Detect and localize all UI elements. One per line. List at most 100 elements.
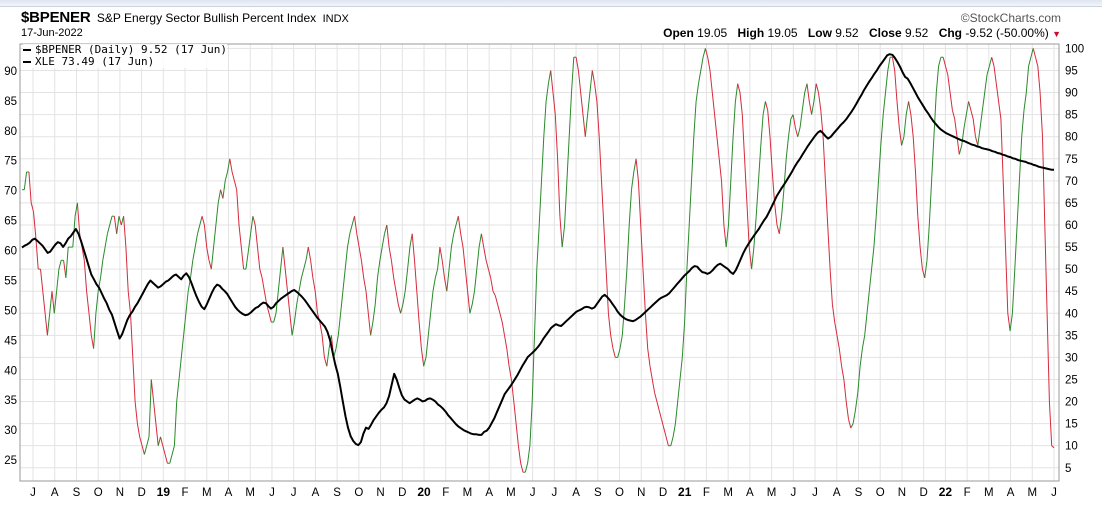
bpener-segment	[894, 70, 898, 102]
left-tick-label: 25	[4, 455, 17, 467]
bpener-segment	[492, 290, 496, 296]
bpener-segment	[815, 83, 819, 93]
bpener-segment	[1044, 224, 1048, 314]
bpener-segment	[487, 268, 492, 279]
bpener-segment	[665, 436, 669, 446]
left-tick-label: 85	[4, 96, 17, 108]
bpener-segment	[236, 189, 240, 226]
bpener-segment	[240, 247, 245, 270]
bpener-segment	[813, 83, 817, 102]
bpener-segment	[190, 260, 194, 278]
bpener-segment	[35, 238, 39, 270]
bpener-segment	[365, 291, 369, 314]
bpener-segment	[981, 92, 986, 111]
bpener-segment	[90, 335, 95, 349]
bpener-segment	[363, 277, 367, 292]
right-axis: 5 10 15 20 25 30 35 40 45 50 55 60 65 70 75 80 85 90 95 100	[1065, 43, 1084, 474]
bpener-segment	[252, 216, 256, 226]
bpener-segment	[499, 313, 503, 323]
x-tick-label: 22	[939, 485, 953, 499]
bpener-segment	[607, 313, 612, 336]
bpener-segment	[933, 92, 937, 137]
bpener-segment	[554, 114, 559, 159]
bpener-segment	[626, 224, 630, 270]
xle-series	[21, 53, 1055, 447]
x-tick-label: A	[572, 487, 580, 499]
right-tick-label: 10	[1065, 441, 1078, 453]
legend-label-xle: XLE 73.49 (17 Jun)	[35, 55, 155, 68]
bpener-segment	[379, 247, 383, 261]
bpener-segment	[291, 322, 295, 336]
bpener-segment	[861, 335, 866, 349]
legend-item-bpener: $BPENER (Daily) 9.52 (17 Jun)	[23, 44, 227, 56]
bpener-segment	[63, 260, 67, 278]
bpener-segment	[656, 401, 660, 411]
bpener-segment	[806, 83, 810, 102]
bpener-segment	[81, 247, 85, 261]
bpener-segment	[848, 419, 852, 429]
bpener-segment	[942, 57, 946, 67]
x-axis: J A S O N D 19 F M A M J J A S O N D 20 F M A M J J A S O N D 21 F M A M J J…	[30, 485, 1057, 499]
x-tick-label: O	[876, 487, 885, 499]
x-tick-label: D	[659, 487, 667, 499]
x-tick-label: J	[269, 487, 275, 499]
bpener-segment	[677, 379, 681, 402]
bpener-segment	[716, 136, 720, 159]
bpener-segment	[924, 260, 928, 278]
bpener-segment	[1005, 247, 1009, 314]
bpener-segment	[723, 224, 727, 248]
bpener-segment	[801, 92, 806, 111]
left-tick-label: 60	[4, 246, 17, 258]
left-tick-label: 35	[4, 395, 17, 407]
x-tick-label: F	[964, 487, 971, 499]
bpener-segment	[617, 348, 621, 358]
bpener-segment	[448, 247, 452, 270]
bpener-segment	[559, 216, 563, 248]
bpener-segment	[457, 216, 462, 234]
low-label: Low	[807, 26, 832, 40]
bpener-segment	[637, 180, 642, 226]
bpener-segment	[568, 92, 572, 137]
bpener-segment	[684, 269, 688, 323]
bpener-segment	[93, 313, 97, 349]
x-tick-label: N	[898, 487, 906, 499]
bpener-segment	[148, 379, 152, 437]
bpener-segment	[785, 136, 789, 159]
bpener-segment	[797, 127, 801, 137]
bpener-segment	[432, 277, 436, 292]
bpener-segment	[594, 83, 598, 102]
bpener-segment	[213, 224, 217, 248]
brand-logo[interactable]: ©StockCharts.com	[960, 11, 1061, 25]
x-tick-label: 20	[417, 485, 431, 499]
bpener-segment	[423, 357, 427, 367]
bpener-segment	[596, 101, 600, 137]
bpener-segment	[381, 233, 385, 248]
bpener-segment	[478, 233, 482, 248]
bpener-segment	[730, 136, 734, 181]
bpener-segment	[58, 260, 62, 270]
bpener-segment	[917, 216, 921, 248]
bpener-segment	[444, 277, 448, 292]
bpener-segment	[113, 216, 118, 234]
bpener-segment	[76, 202, 81, 234]
bpener-segment	[400, 304, 404, 314]
bpener-segment	[123, 216, 127, 248]
x-tick-label: 19	[157, 485, 171, 499]
x-tick-label: A	[51, 487, 59, 499]
bpener-segment	[247, 233, 252, 252]
x-tick-label: J	[1051, 487, 1057, 499]
bpener-segment	[642, 269, 646, 314]
bpener-segment	[474, 269, 478, 292]
x-tick-label: M	[463, 487, 473, 499]
down-arrow-icon: ▼	[1052, 29, 1061, 39]
bpener-segment	[670, 436, 674, 446]
bpener-segment	[935, 66, 940, 93]
bpener-segment	[986, 65, 990, 76]
left-tick-label: 70	[4, 186, 17, 198]
bpener-segment	[501, 322, 505, 336]
right-tick-label: 85	[1065, 110, 1078, 122]
bpener-segment	[1032, 48, 1036, 58]
bpener-segment	[390, 260, 395, 278]
bpener-segment	[536, 224, 540, 270]
bpener-segment	[402, 291, 406, 305]
